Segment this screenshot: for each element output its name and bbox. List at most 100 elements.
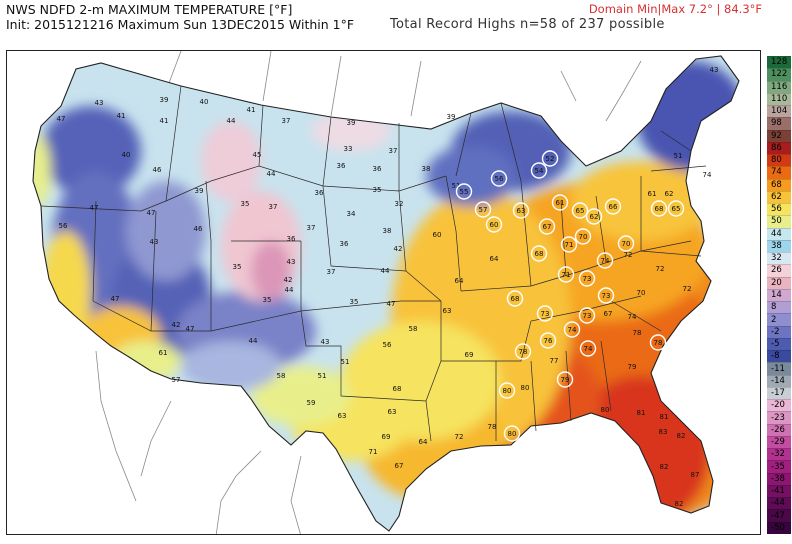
colorbar-label: -38 [771,473,785,484]
record-high-marker: 73 [578,270,596,287]
temperature-value: 61 [159,349,168,357]
record-high-marker: 73 [578,307,596,324]
record-high-marker: 74 [579,340,597,357]
record-high-marker: 80 [498,382,516,399]
record-high-marker: 79 [556,371,574,388]
colorbar-label: 80 [771,155,782,166]
temperature-value: 72 [656,265,665,273]
temperature-value: 82 [675,500,684,508]
record-high-marker: 68 [506,290,524,307]
record-high-marker: 54 [530,162,548,179]
colorbar-swatch [767,350,791,363]
colorbar-label: -26 [771,424,785,435]
colorbar-label: 56 [771,204,782,215]
colorbar-label: 116 [771,81,788,92]
record-high-value: 70 [579,233,588,241]
temperature-value: 51 [674,152,683,160]
record-high-value: 57 [479,206,488,214]
init-time-label: Init: 2015121216 Maximum Sun 13DEC2015 W… [6,17,355,32]
temperature-value: 80 [521,384,530,392]
record-high-value: 78 [519,348,528,356]
colorbar-swatch [767,411,791,425]
temperature-value: 78 [488,423,497,431]
record-high-value: 73 [583,312,592,320]
colorbar-label: 62 [771,191,782,202]
record-high-marker: 60 [485,216,503,233]
record-high-marker: 57 [474,201,492,218]
temperature-value: 51 [452,182,461,190]
colorbar-label: 14 [771,290,782,300]
record-high-value: 76 [544,337,553,345]
temperature-value: 56 [383,341,392,349]
temperature-value: 72 [624,251,633,259]
temperature-value: 70 [637,289,646,297]
temperature-value: 39 [160,96,169,104]
colorbar-label: -20 [771,400,785,411]
temperature-value: 57 [172,376,181,384]
colorbar-swatch [767,80,791,94]
colorbar-swatch [767,92,791,106]
temperature-value: 81 [637,409,646,417]
colorbar-swatch [767,129,791,143]
colorbar-swatch [767,337,791,351]
temperature-value: 63 [388,408,397,416]
record-high-value: 60 [490,221,499,229]
temperature-value: 77 [550,357,559,365]
temperature-value: 36 [315,189,324,197]
temperature-map: 43 39 40 41 47 41 41 44 37 39 39 40 45 33 37 46 44 36 36 38… [6,50,761,535]
record-high-value: 65 [576,207,585,215]
temperature-value: 42 [284,276,293,284]
record-high-marker: 65 [667,200,685,217]
colorbar-swatch [767,252,791,265]
record-high-value: 74 [568,326,577,334]
colorbar-swatch [767,423,791,437]
temperature-value: 47 [186,325,195,333]
record-high-value: 80 [508,430,517,438]
record-high-marker: 73 [536,305,554,322]
record-high-value: 62 [590,213,599,221]
colorbar-label: -32 [771,449,785,460]
colorbar-label: -17 [771,388,785,399]
temperature-value: 44 [285,286,294,294]
colorbar-label: 44 [771,228,782,239]
record-high-marker: 65 [571,202,589,219]
colorbar-swatch [767,227,791,241]
colorbar-swatch [767,154,791,167]
temperature-value: 35 [350,298,359,306]
temperature-value: 35 [373,186,382,194]
colorbar-swatch [767,215,791,229]
colorbar-swatch [767,386,791,400]
record-high-marker: 73 [597,287,615,304]
temperature-value: 36 [373,165,382,173]
colorbar-swatch [767,288,791,302]
record-high-marker: 56 [490,170,508,187]
map-title: NWS NDFD 2-m MAXIMUM TEMPERATURE [°F] [6,2,293,17]
temperature-value: 39 [447,113,456,121]
colorbar-label: 122 [771,69,788,80]
colorbar-swatch [767,484,791,498]
domain-min-max: Domain Min|Max 7.2° | 84.3°F [588,2,762,16]
temperature-value: 32 [395,200,404,208]
temperature-value: 68 [393,385,402,393]
temperature-value: 56 [59,222,68,230]
record-high-value: 71 [565,241,574,249]
colorbar-label: 92 [771,130,782,141]
temperature-value: 44 [249,337,258,345]
temperature-value: 43 [321,338,330,346]
temperature-value: 37 [327,268,336,276]
temperature-value: 43 [287,258,296,266]
temperature-value: 38 [383,227,392,235]
temperature-value: 46 [153,166,162,174]
temperature-value: 38 [422,165,431,173]
temperature-value: 40 [200,98,209,106]
colorbar-swatch [767,521,791,535]
temperature-value: 36 [340,240,349,248]
temperature-value: 67 [604,310,613,318]
record-high-value: 73 [541,310,550,318]
temperature-value: 72 [455,433,464,441]
colorbar-swatch [767,509,791,523]
record-high-marker: 71 [560,236,578,253]
record-high-marker: 52 [541,150,559,167]
colorbar-label: -35 [771,461,785,472]
colorbar-label: 38 [771,240,782,251]
